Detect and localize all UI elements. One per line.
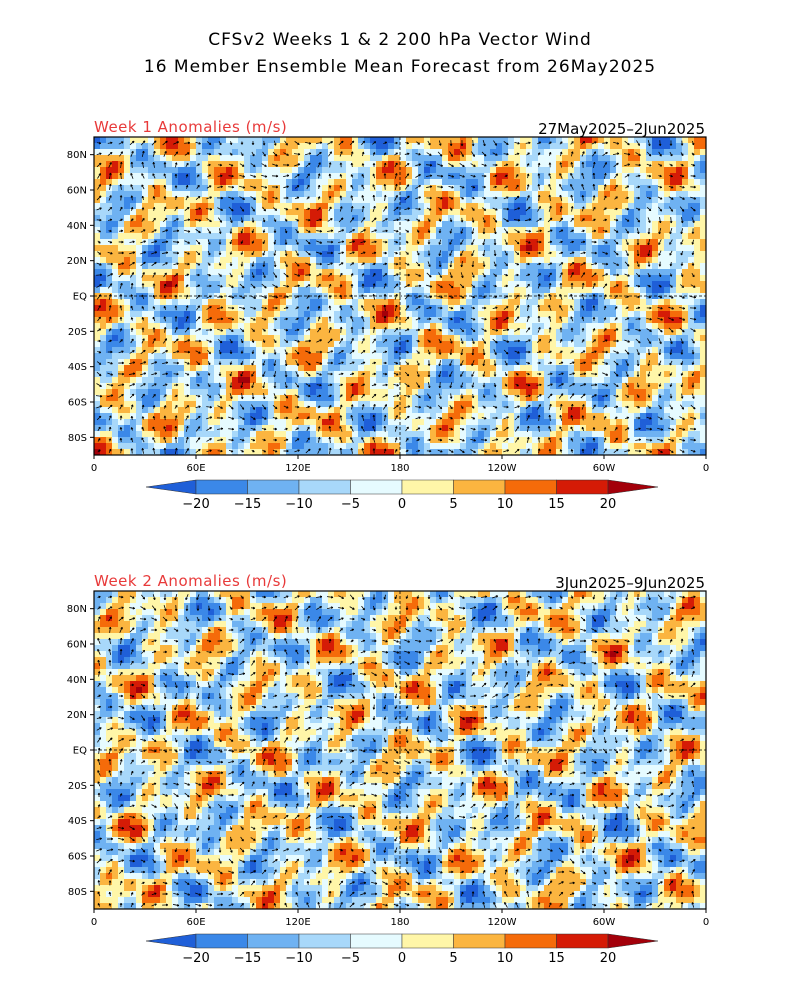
- lon-tick-label: 120W: [488, 463, 517, 474]
- lat-tick-label: 80N: [67, 150, 87, 161]
- lat-tick-label: 20S: [68, 327, 87, 338]
- colorbar-segment: [607, 933, 659, 949]
- lat-tick-label: EQ: [73, 746, 87, 757]
- lon-tick-label: 0: [91, 917, 97, 928]
- lon-tick-label: 180: [390, 463, 409, 474]
- colorbar-label: −5: [341, 497, 360, 512]
- colorbar-segment: [401, 933, 454, 949]
- colorbar-label: 0: [398, 951, 406, 966]
- figure-title-line1: CFSv2 Weeks 1 & 2 200 hPa Vector Wind: [0, 30, 800, 50]
- colorbar-label: −15: [234, 951, 261, 966]
- colorbar-label: −10: [285, 951, 312, 966]
- lat-tick-label: 40N: [67, 221, 87, 232]
- colorbar-segment: [350, 933, 403, 949]
- figure-title-line2: 16 Member Ensemble Mean Forecast from 26…: [0, 57, 800, 77]
- lon-tick-label: 120E: [285, 917, 310, 928]
- anomaly-field: [94, 591, 707, 910]
- lat-tick-label: 20N: [67, 256, 87, 267]
- colorbar-label: 10: [497, 497, 514, 512]
- colorbar-label: 5: [449, 951, 457, 966]
- colorbar-label: −10: [285, 497, 312, 512]
- colorbar-segment: [145, 933, 197, 949]
- panel1-dates: 27May2025–2Jun2025: [538, 120, 705, 138]
- lat-tick-label: 40S: [68, 362, 87, 373]
- lon-tick-label: 60E: [186, 917, 205, 928]
- lon-tick-label: 60W: [593, 463, 616, 474]
- panel2-dates: 3Jun2025–9Jun2025: [555, 574, 705, 592]
- lat-tick-label: 20S: [68, 781, 87, 792]
- colorbar-label: 15: [548, 497, 565, 512]
- lat-tick-label: 60N: [67, 186, 87, 197]
- lon-tick-label: 180: [390, 917, 409, 928]
- lat-tick-label: 60S: [68, 398, 87, 409]
- lon-tick-label: 0: [91, 463, 97, 474]
- lat-tick-label: 60N: [67, 640, 87, 651]
- lat-tick-label: EQ: [73, 292, 87, 303]
- lon-tick-label: 60W: [593, 917, 616, 928]
- lon-tick-label: 120E: [285, 463, 310, 474]
- lon-tick-label: 0: [703, 463, 709, 474]
- panel1-title: Week 1 Anomalies (m/s): [94, 118, 287, 136]
- colorbar-segment: [298, 933, 351, 949]
- colorbar: −20 −15 −10 −5 0 5 10 15 20: [145, 933, 659, 966]
- lat-tick-label: 80N: [67, 604, 87, 615]
- anomaly-field: [94, 137, 707, 456]
- colorbar-segment: [504, 933, 557, 949]
- lat-tick-label: 60S: [68, 852, 87, 863]
- lat-tick-label: 40S: [68, 816, 87, 827]
- lat-tick-label: 20N: [67, 710, 87, 721]
- lon-tick-label: 120W: [488, 917, 517, 928]
- colorbar-label: 20: [600, 497, 617, 512]
- wind-vectors: [96, 594, 696, 908]
- lat-tick-label: 80S: [68, 887, 87, 898]
- colorbar-segment: [453, 933, 506, 949]
- wind-vectors: [95, 139, 697, 455]
- colorbar-label: 0: [398, 497, 406, 512]
- colorbar-label: −20: [182, 497, 209, 512]
- lat-tick-label: 80S: [68, 433, 87, 444]
- week1-anomaly-map: 80N 60N 40N 20N EQ 20S 40S 60S 80S 0 60E 120E 180 120…: [67, 136, 709, 512]
- colorbar-segment: [607, 479, 659, 495]
- colorbar-label: 5: [449, 497, 457, 512]
- colorbar-label: −15: [234, 497, 261, 512]
- lon-tick-label: 0: [703, 917, 709, 928]
- panel2-title: Week 2 Anomalies (m/s): [94, 572, 287, 590]
- colorbar-label: −5: [341, 951, 360, 966]
- lon-tick-label: 60E: [186, 463, 205, 474]
- colorbar-label: 10: [497, 951, 514, 966]
- colorbar: −20 −15 −10 −5 0 5 10 15 20: [145, 479, 659, 512]
- lat-tick-label: 40N: [67, 675, 87, 686]
- colorbar-label: 20: [600, 951, 617, 966]
- colorbar-segment: [195, 933, 248, 949]
- colorbar-label: −20: [182, 951, 209, 966]
- colorbar-label: 15: [548, 951, 565, 966]
- colorbar-segment: [556, 933, 609, 949]
- colorbar-segment: [247, 933, 300, 949]
